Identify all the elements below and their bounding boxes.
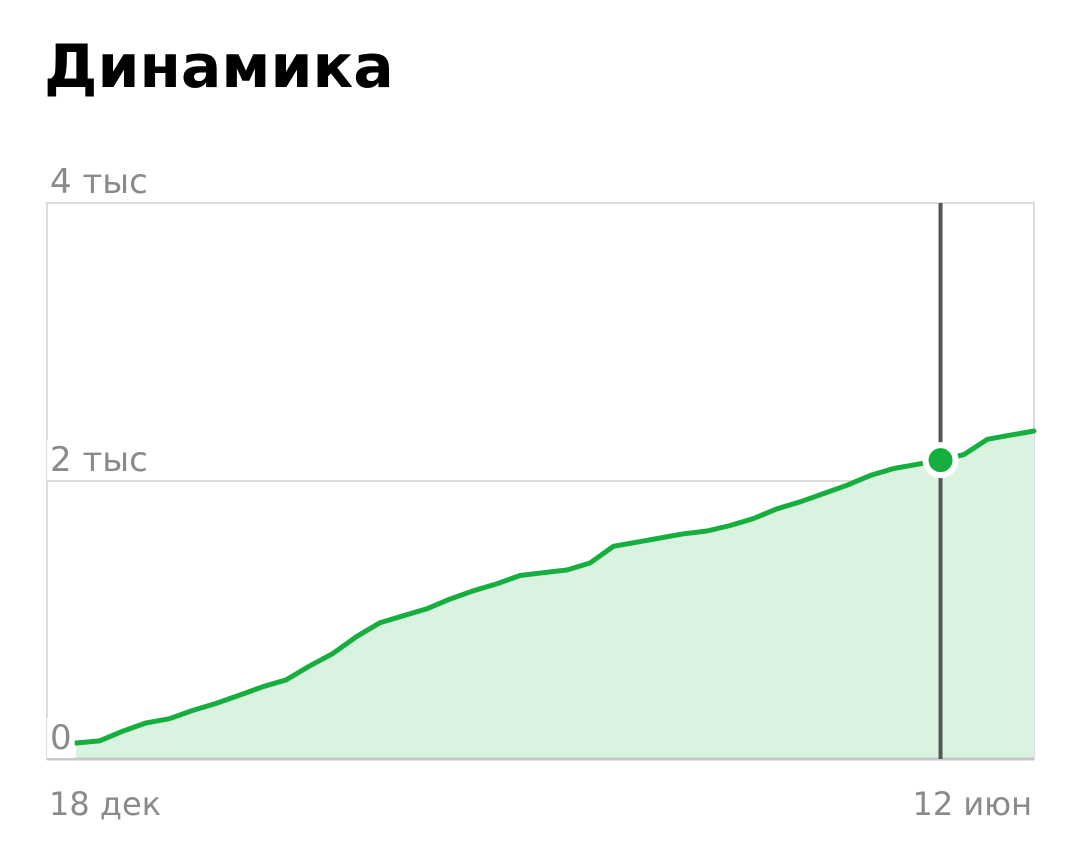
chart-title: Динамика <box>44 32 394 102</box>
data-line <box>73 428 1037 746</box>
y-tick-label: 4 тыс <box>50 162 148 202</box>
area-fill <box>76 431 1034 759</box>
x-tick-label: 18 дек <box>49 785 161 823</box>
label-bg <box>47 440 151 480</box>
x-tick-label: 12 июн <box>912 785 1032 823</box>
highlight-point <box>922 442 959 479</box>
y-tick-label: 0 <box>50 718 72 758</box>
y-tick-label: 2 тыс <box>50 440 148 480</box>
label-bg <box>47 162 151 202</box>
label-bg <box>47 718 75 758</box>
